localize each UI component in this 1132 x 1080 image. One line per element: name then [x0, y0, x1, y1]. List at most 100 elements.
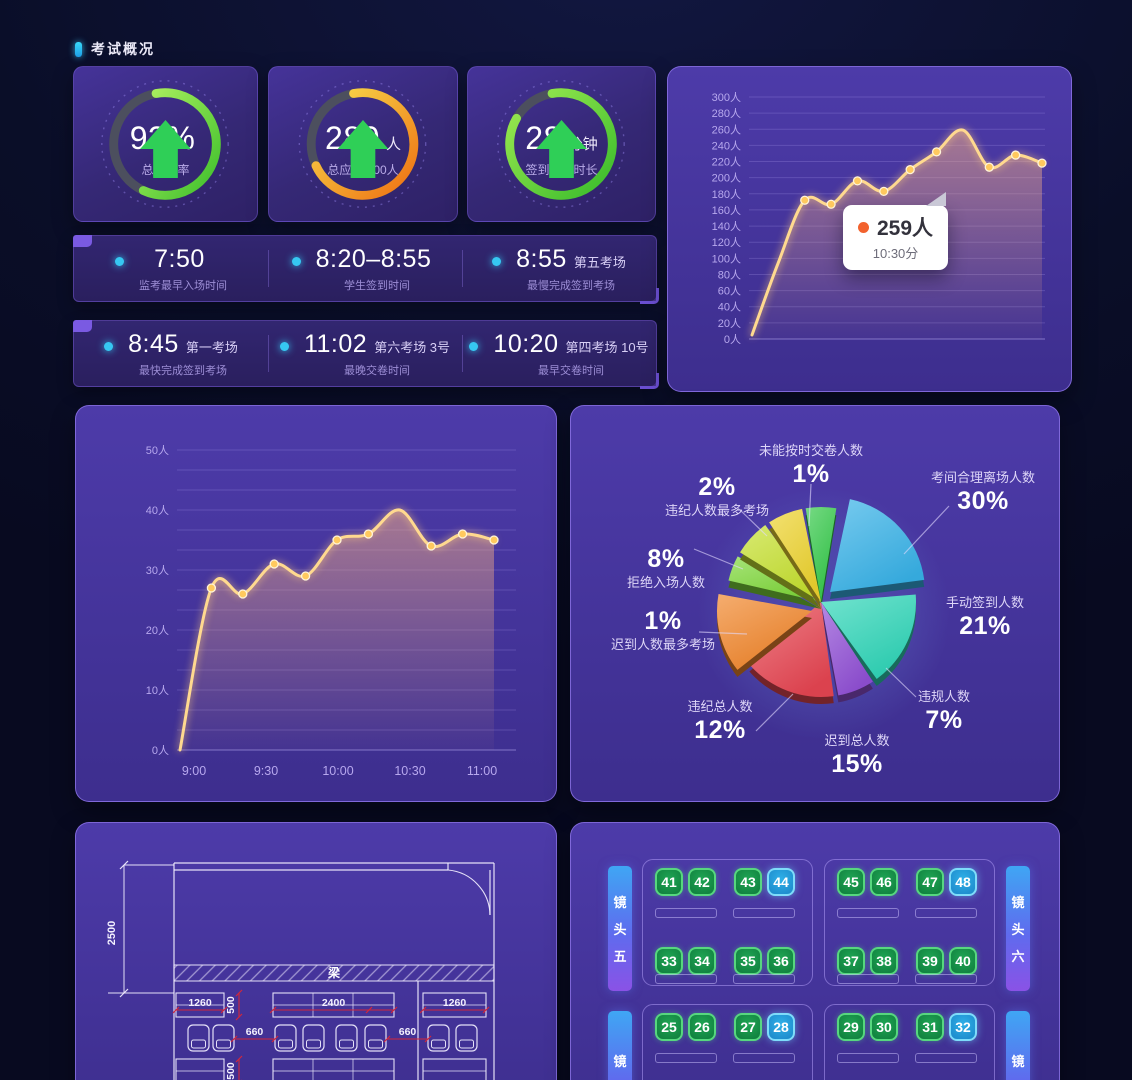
pie-slice[interactable]	[821, 602, 873, 703]
seat-40[interactable]: 40	[949, 947, 977, 975]
desk	[837, 974, 899, 984]
tooltip-dot-icon	[858, 221, 869, 233]
seat-31[interactable]: 31	[916, 1013, 944, 1041]
pie-slice[interactable]	[749, 602, 834, 704]
seat-38[interactable]: 38	[870, 947, 898, 975]
seat-32[interactable]: 32	[949, 1013, 977, 1041]
seat-45[interactable]: 45	[837, 868, 865, 896]
pie-labels-layer: 未能按时交卷人数 1% 考间合理离场人数 30% 手动签到人数 21% 违规人数 7% 迟到总人…	[571, 406, 1059, 801]
seat-34[interactable]: 34	[688, 947, 716, 975]
bullet-dot-icon	[291, 257, 301, 266]
y-axis-label: 30人	[146, 564, 169, 577]
pie-slice[interactable]	[805, 507, 837, 609]
pie-slice[interactable]	[716, 594, 812, 677]
pie-slice[interactable]	[830, 499, 925, 599]
seat-43[interactable]: 43	[734, 868, 762, 896]
pie-label-line	[755, 693, 794, 732]
seat-26[interactable]: 26	[688, 1013, 716, 1041]
exam-breakdown-pie-chart[interactable]	[571, 406, 1061, 803]
data-point-marker	[852, 176, 863, 186]
seat-25[interactable]: 25	[655, 1013, 683, 1041]
seat-30[interactable]: 30	[870, 1013, 898, 1041]
pie-label-line	[693, 548, 744, 570]
seat-33[interactable]: 33	[655, 947, 683, 975]
desk	[655, 908, 717, 918]
section-marker-icon	[75, 41, 82, 57]
seat-35[interactable]: 35	[734, 947, 762, 975]
stat-item: 10:20 第四考场 10号 最早交卷时间	[462, 321, 656, 386]
stat-time: 7:50	[154, 244, 205, 273]
bullet-dot-icon	[469, 342, 479, 351]
stat-item: 8:20–8:55 学生签到时间	[268, 236, 462, 301]
seat-42[interactable]: 42	[688, 868, 716, 896]
seat-44[interactable]: 44	[767, 868, 795, 896]
camera-label[interactable]: 镜头六	[1006, 866, 1030, 991]
seat-48[interactable]: 48	[949, 868, 977, 896]
seat-28[interactable]: 28	[767, 1013, 795, 1041]
seat-46[interactable]: 46	[870, 868, 898, 896]
y-axis-label: 120人	[712, 236, 741, 249]
arrival-trend-chart[interactable]: 0人 10人 20人 30人 40人 50人 9:00 9:30 10:00 10:30 11:00	[76, 406, 558, 803]
dimension-label: 660	[246, 1026, 264, 1038]
camera-label[interactable]: 镜头五	[608, 866, 632, 991]
camera-label[interactable]: 镜头	[608, 1011, 632, 1080]
stat-tag: 第一考场	[185, 339, 238, 355]
seat-41[interactable]: 41	[655, 868, 683, 896]
camera-label[interactable]: 镜头	[1006, 1011, 1030, 1080]
stat-label: 监考最早入场时间	[139, 279, 227, 292]
y-axis-label: 300人	[712, 91, 741, 104]
chart-tooltip: 259人 10:30分	[843, 192, 949, 270]
exam-breakdown-panel: 未能按时交卷人数 1% 考间合理离场人数 30% 手动签到人数 21% 违规人数 7% 迟到总人…	[570, 405, 1060, 802]
y-axis-label: 0人	[724, 333, 741, 346]
dimension-label: 500	[225, 1062, 237, 1080]
stat-row-2: 8:45 第一考场 最快完成签到考场 11:02 第六考场 3号 最晚交卷时间 10…	[73, 320, 659, 389]
desk	[837, 908, 899, 918]
pie-label-line	[738, 508, 768, 537]
arrival-trend-panel: 0人 10人 20人 30人 40人 50人 9:00 9:30 10:00 10:30 11:00	[75, 405, 557, 802]
data-point-marker	[300, 571, 311, 581]
pie-slice[interactable]	[740, 525, 821, 609]
pie-slice[interactable]	[821, 594, 917, 686]
x-axis-label: 10:30	[394, 764, 425, 778]
stat-tag: 第四考场 10号	[565, 339, 649, 355]
data-point-marker	[426, 541, 436, 551]
seat-29[interactable]: 29	[837, 1013, 865, 1041]
pie-slice-label: 违纪总人数 12%	[687, 699, 753, 744]
stat-label: 最早交卷时间	[537, 364, 604, 377]
data-point-marker	[984, 162, 994, 172]
data-point-marker	[238, 589, 248, 599]
seat-36[interactable]: 36	[767, 947, 795, 975]
data-point-marker	[269, 559, 279, 569]
y-axis-label: 40人	[146, 504, 169, 517]
dimension-label: 660	[399, 1026, 417, 1038]
seat-27[interactable]: 27	[734, 1013, 762, 1041]
seat-47[interactable]: 47	[916, 868, 944, 896]
pie-slice-label: 未能按时交卷人数 1%	[758, 443, 864, 488]
desk	[915, 908, 977, 918]
arrived-count-gauge	[298, 80, 427, 208]
pie-slice-label: 2% 违纪人数最多考场	[664, 473, 770, 518]
pie-slice-label: 考间合理离场人数 30%	[930, 470, 1036, 515]
desk	[837, 1053, 899, 1063]
y-axis-label: 60人	[718, 285, 741, 298]
pie-slice[interactable]	[769, 508, 821, 609]
data-point-marker	[489, 535, 499, 545]
y-axis-label: 50人	[146, 444, 169, 457]
desk	[733, 1053, 795, 1063]
stat-time: 8:55	[516, 244, 567, 273]
up-arrow-icon	[337, 120, 389, 178]
bullet-dot-icon	[279, 342, 289, 351]
desk	[915, 974, 977, 984]
data-point-marker	[931, 147, 942, 157]
gauge-center: 28 分钟 签到平均时长	[468, 120, 655, 178]
x-axis-label: 9:00	[182, 764, 206, 778]
seat-39[interactable]: 39	[916, 947, 944, 975]
data-point-marker	[1037, 158, 1047, 168]
data-point-marker	[905, 164, 915, 175]
y-axis-label: 160人	[712, 204, 741, 217]
dimension-label: 梁	[327, 965, 340, 980]
seat-37[interactable]: 37	[837, 947, 865, 975]
desk	[733, 908, 795, 918]
data-point-marker	[1010, 150, 1021, 160]
